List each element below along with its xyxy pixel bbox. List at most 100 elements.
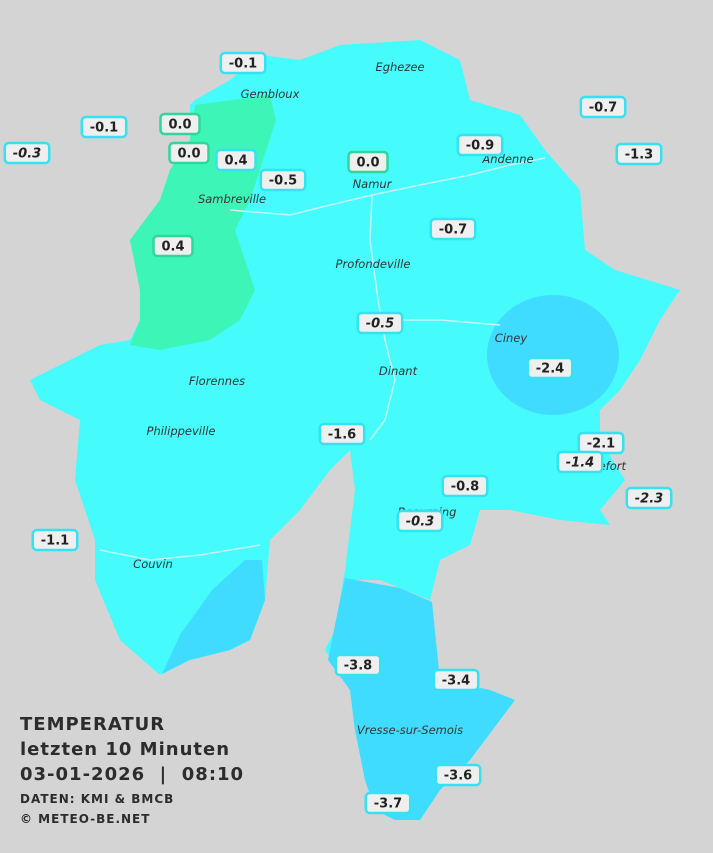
station-label: -0.1 <box>80 115 128 139</box>
station-box <box>80 115 128 139</box>
station-label: 0.4 <box>152 234 194 258</box>
station-value: -0.5 <box>269 174 297 189</box>
station-value: -1.1 <box>41 534 69 549</box>
station-label: -0.3 <box>3 141 51 165</box>
city: Sambreville <box>198 192 266 206</box>
station-value: -0.8 <box>451 480 479 495</box>
station-label: -2.4 <box>526 356 574 380</box>
station-box <box>259 168 307 192</box>
station-box <box>3 141 51 165</box>
station-value: -0.3 <box>13 147 41 162</box>
station-label: -1.1 <box>31 528 79 552</box>
station-value: 0.0 <box>356 156 379 171</box>
station-label: 0.4 <box>215 148 257 172</box>
zone-cold <box>328 578 515 820</box>
station-value: 0.4 <box>161 240 184 255</box>
station-value: -2.1 <box>587 437 615 452</box>
station-label: -0.5 <box>356 311 404 335</box>
station-label: -1.4 <box>556 450 604 474</box>
station-box <box>556 450 604 474</box>
station-label: -2.3 <box>625 486 673 510</box>
station-label: 0.0 <box>168 141 210 165</box>
city: Eghezee <box>375 60 424 74</box>
city: Florennes <box>189 374 245 388</box>
datetime: 03-01-2026 | 08:10 <box>20 764 244 785</box>
station-label: -0.9 <box>456 133 504 157</box>
subtitle: letzten 10 Minuten <box>20 739 230 760</box>
legend-title: TEMPERATUR letzten 10 Minuten 03-01-2026… <box>20 714 244 826</box>
station-box <box>456 133 504 157</box>
station-box <box>318 422 366 446</box>
station-value: -3.6 <box>444 769 472 784</box>
station-label: -2.1 <box>577 431 625 455</box>
station-label: -0.7 <box>579 95 627 119</box>
station-box <box>615 142 663 166</box>
station-box <box>441 474 489 498</box>
station-value: -0.1 <box>229 57 257 72</box>
station-box <box>215 148 257 172</box>
zone-cold <box>487 295 619 415</box>
station-box <box>334 653 382 677</box>
station-value: -0.3 <box>406 515 434 530</box>
station-label: -1.3 <box>615 142 663 166</box>
station-label: 0.0 <box>159 112 201 136</box>
station-value: 0.0 <box>177 147 200 162</box>
station-box <box>434 763 482 787</box>
station-value: -1.4 <box>566 456 594 471</box>
station-label: -3.8 <box>334 653 382 677</box>
station-value: -3.8 <box>344 659 372 674</box>
source: DATEN: KMI & BMCB <box>20 792 174 806</box>
station-box <box>168 141 210 165</box>
station-value: -1.3 <box>625 148 653 163</box>
station-value: -0.1 <box>90 121 118 136</box>
station-box <box>429 217 477 241</box>
title: TEMPERATUR <box>20 714 165 735</box>
station-box <box>159 112 201 136</box>
station-box <box>364 791 412 815</box>
station-box <box>625 486 673 510</box>
station-value: 0.0 <box>168 118 191 133</box>
station-label: -3.7 <box>364 791 412 815</box>
station-label: 0.0 <box>347 150 389 174</box>
station-value: -0.9 <box>466 139 494 154</box>
station-box <box>396 509 444 533</box>
city: Philippeville <box>147 424 216 438</box>
city: Ciney <box>495 331 528 345</box>
station-value: -2.3 <box>635 492 663 507</box>
station-label: -0.3 <box>396 509 444 533</box>
station-label: -3.4 <box>432 668 480 692</box>
copyright: © METEO-BE.NET <box>20 812 150 826</box>
station-label: -0.7 <box>429 217 477 241</box>
zone-cold <box>162 560 265 674</box>
city: Vresse-sur-Semois <box>357 723 463 737</box>
station-label: -1.6 <box>318 422 366 446</box>
station-box <box>356 311 404 335</box>
station-label: -0.1 <box>219 51 267 75</box>
station-box <box>526 356 574 380</box>
station-value: -1.6 <box>328 428 356 443</box>
station-value: -3.7 <box>374 797 402 812</box>
station-box <box>31 528 79 552</box>
station-box <box>432 668 480 692</box>
station-box <box>219 51 267 75</box>
station-box <box>579 95 627 119</box>
station-value: -0.7 <box>589 101 617 116</box>
river <box>99 157 546 561</box>
city: Dinant <box>379 364 418 378</box>
station-label: -0.8 <box>441 474 489 498</box>
city: Couvin <box>133 557 173 571</box>
station-label: -3.6 <box>434 763 482 787</box>
station-value: -0.5 <box>366 317 394 332</box>
station-label: -0.5 <box>259 168 307 192</box>
station-box <box>347 150 389 174</box>
city: Namur <box>353 177 393 191</box>
station-value: -0.7 <box>439 223 467 238</box>
station-box <box>152 234 194 258</box>
city: Gembloux <box>241 87 300 101</box>
city: Profondeville <box>336 257 411 271</box>
station-value: -3.4 <box>442 674 470 689</box>
station-value: 0.4 <box>224 154 247 169</box>
stations: -0.1 -0.1 -0.3 0.0 0.0 0.4 -0.5 0.0 -0.9… <box>3 51 673 815</box>
station-value: -2.4 <box>536 362 564 377</box>
